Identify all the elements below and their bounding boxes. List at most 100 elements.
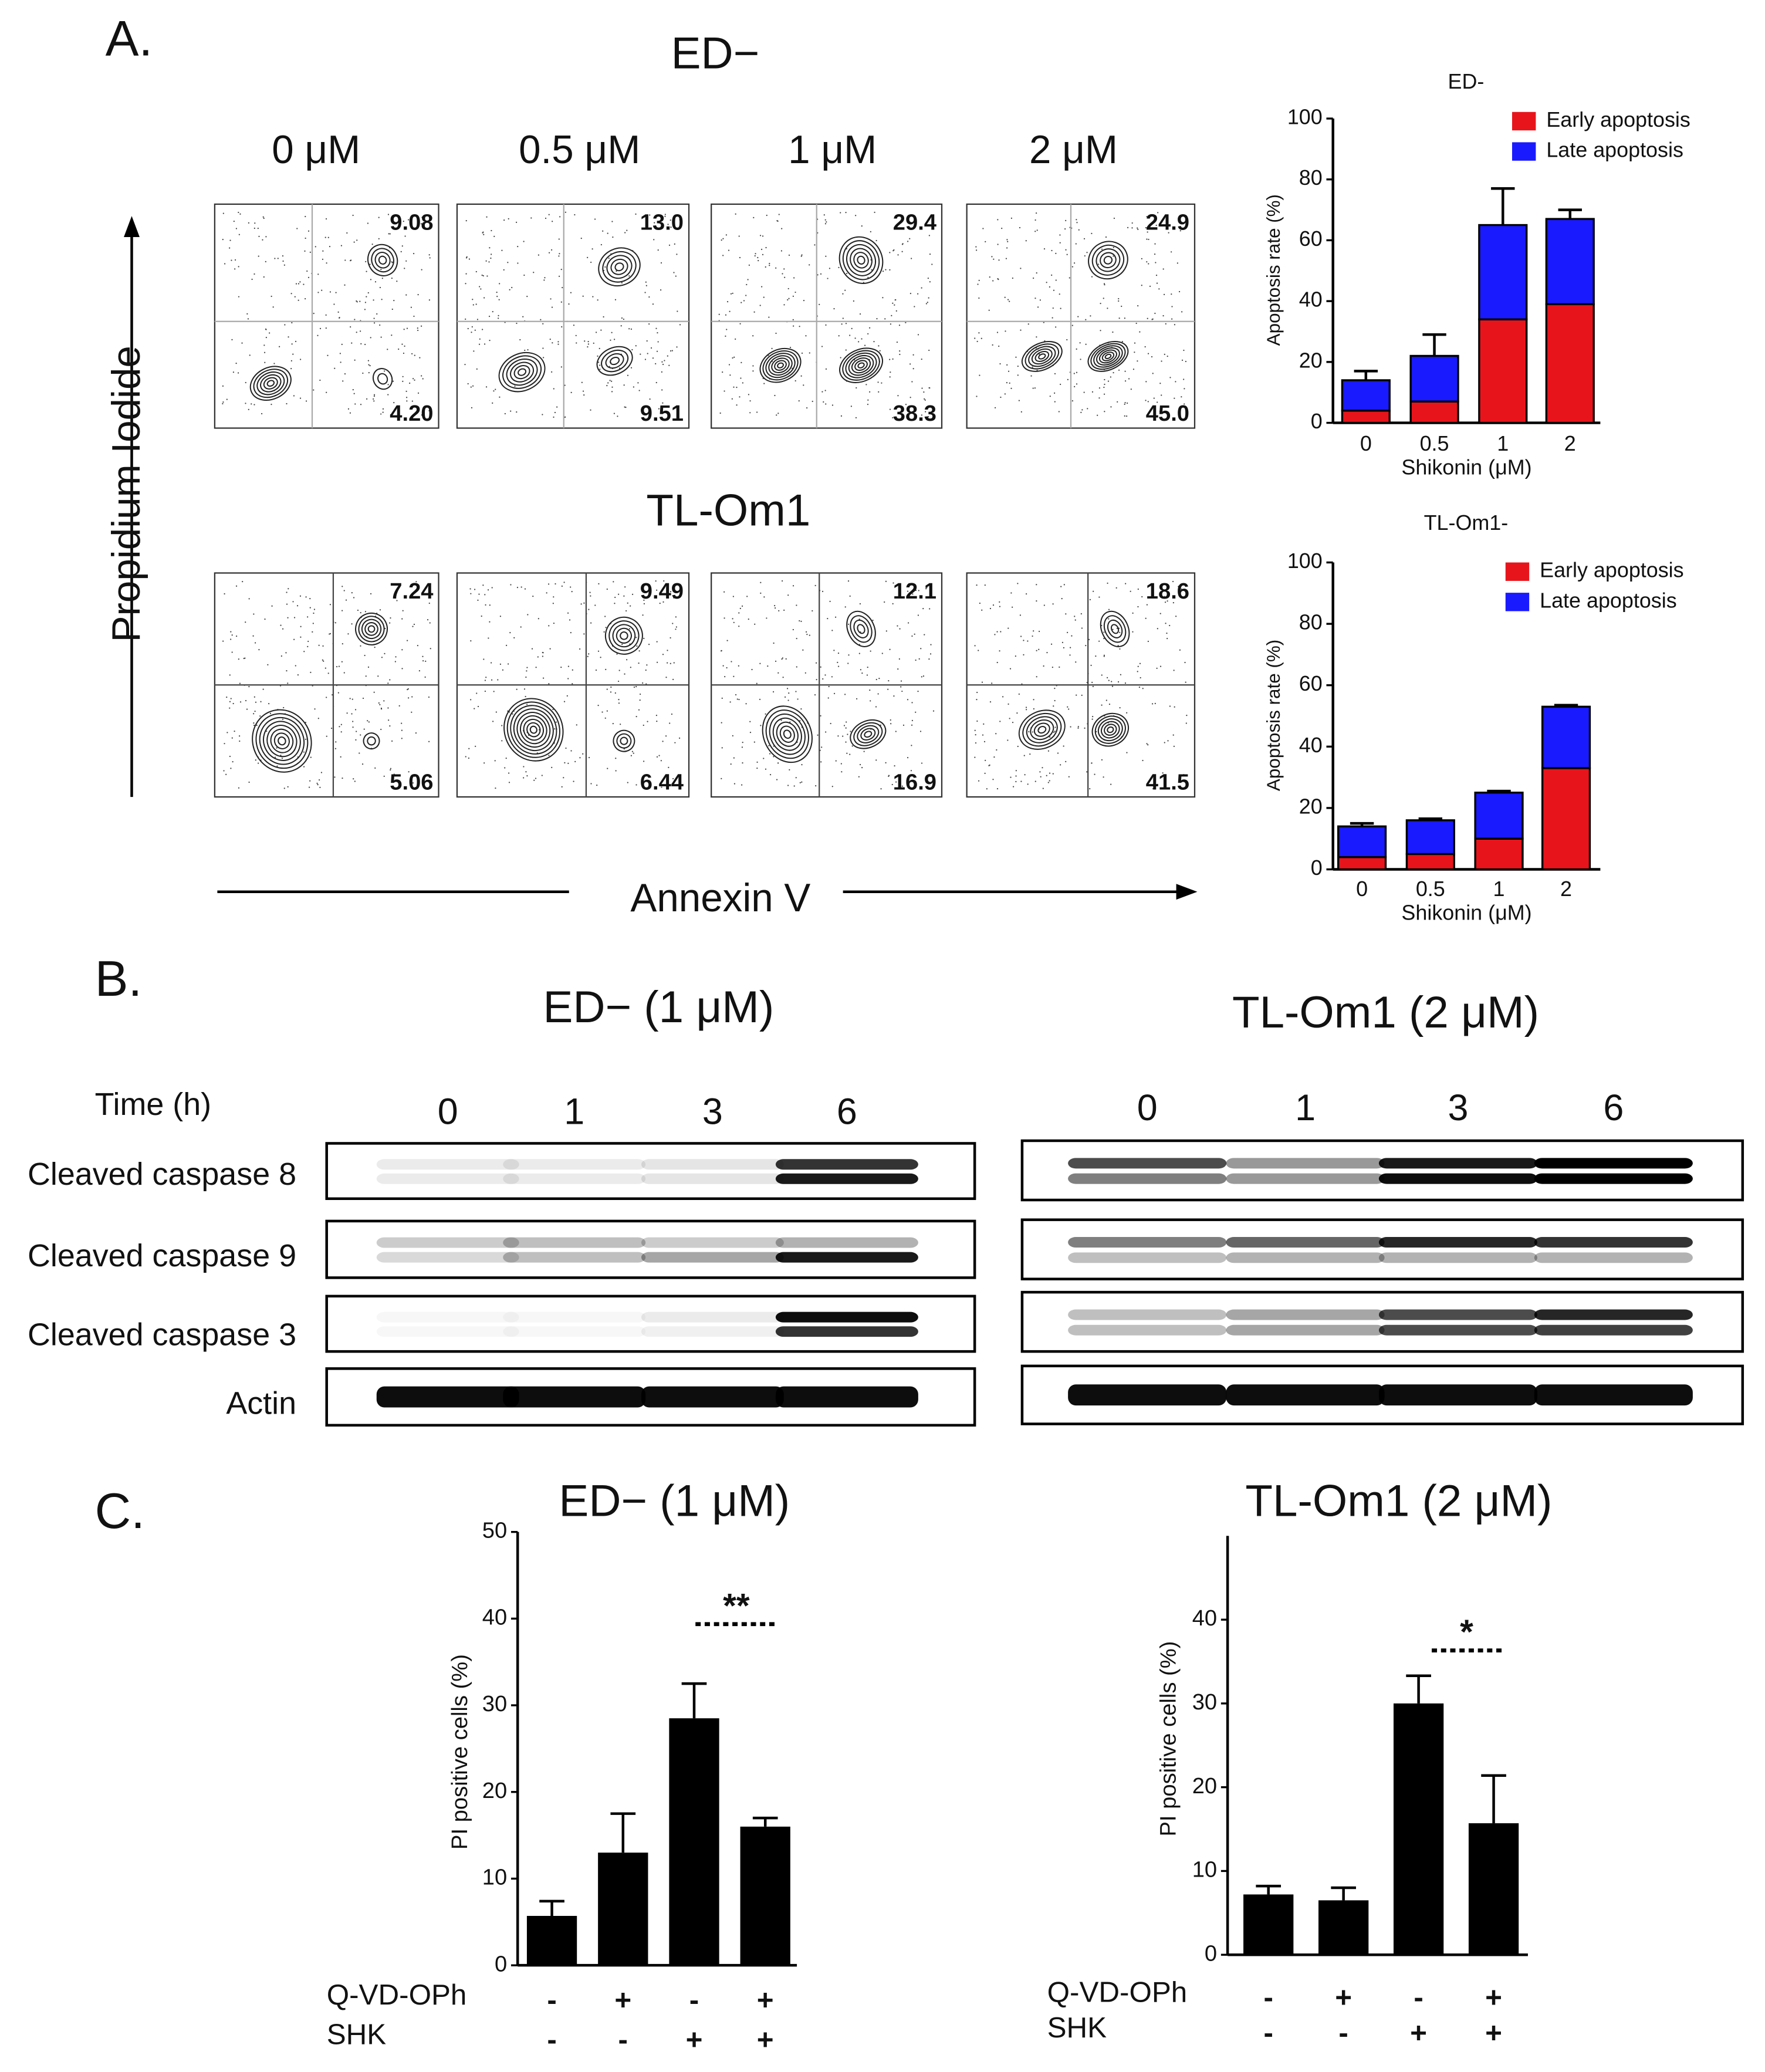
event-dot bbox=[1104, 411, 1105, 413]
event-dot bbox=[974, 729, 976, 731]
event-dot bbox=[924, 634, 925, 636]
event-dot bbox=[783, 304, 785, 306]
event-dot bbox=[803, 300, 805, 302]
event-dot bbox=[341, 661, 343, 663]
y-tick-label: 80 bbox=[1299, 610, 1323, 634]
event-dot bbox=[885, 630, 887, 632]
event-dot bbox=[525, 676, 527, 678]
contour bbox=[774, 360, 787, 371]
event-dot bbox=[504, 767, 506, 769]
event-dot bbox=[404, 235, 406, 237]
event-dot bbox=[631, 349, 633, 351]
event-dot bbox=[291, 322, 293, 324]
event-dot bbox=[307, 276, 310, 279]
event-dot bbox=[792, 585, 794, 587]
event-dot bbox=[607, 382, 609, 384]
event-dot bbox=[245, 699, 247, 702]
event-dot bbox=[763, 596, 765, 598]
event-dot bbox=[636, 645, 638, 647]
blot-band bbox=[377, 1312, 519, 1323]
event-dot bbox=[635, 213, 637, 215]
event-dot bbox=[253, 725, 255, 726]
y-tick-label: 20 bbox=[1192, 1773, 1217, 1799]
event-dot bbox=[976, 698, 978, 701]
event-dot bbox=[1118, 300, 1120, 302]
event-dot bbox=[755, 253, 756, 255]
event-dot bbox=[421, 375, 422, 377]
event-dot bbox=[1162, 772, 1164, 774]
event-dot bbox=[468, 748, 470, 749]
event-dot bbox=[362, 372, 364, 374]
event-dot bbox=[523, 688, 526, 690]
event-dot bbox=[230, 768, 232, 769]
event-dot bbox=[337, 311, 339, 313]
contour bbox=[598, 247, 641, 287]
event-dot bbox=[899, 353, 901, 356]
event-dot bbox=[552, 342, 553, 344]
event-dot bbox=[667, 650, 668, 651]
event-dot bbox=[378, 238, 380, 239]
event-dot bbox=[614, 603, 616, 604]
event-dot bbox=[1130, 388, 1132, 390]
event-dot bbox=[560, 301, 562, 303]
event-dot bbox=[912, 593, 914, 595]
event-dot bbox=[654, 222, 655, 224]
event-dot bbox=[248, 222, 249, 224]
event-dot bbox=[1066, 339, 1068, 341]
event-dot bbox=[271, 605, 273, 607]
event-dot bbox=[665, 735, 667, 737]
event-dot bbox=[1012, 606, 1013, 608]
event-dot bbox=[588, 756, 590, 759]
event-dot bbox=[417, 293, 419, 296]
bar-segment bbox=[1405, 853, 1455, 871]
event-dot bbox=[1018, 400, 1020, 401]
event-dot bbox=[356, 731, 357, 732]
event-dot bbox=[290, 368, 292, 370]
event-dot bbox=[624, 586, 626, 588]
event-dot bbox=[759, 305, 761, 306]
contour bbox=[367, 244, 398, 276]
event-dot bbox=[491, 229, 492, 232]
event-dot bbox=[661, 361, 663, 363]
event-dot bbox=[721, 722, 722, 724]
event-dot bbox=[1089, 787, 1091, 790]
event-dot bbox=[792, 295, 794, 297]
event-dot bbox=[238, 234, 240, 235]
event-dot bbox=[1055, 279, 1057, 281]
event-dot bbox=[553, 623, 555, 624]
event-dot bbox=[405, 294, 407, 296]
event-dot bbox=[510, 410, 512, 412]
event-dot bbox=[424, 676, 426, 678]
event-dot bbox=[483, 762, 485, 764]
event-dot bbox=[587, 343, 590, 345]
event-dot bbox=[842, 317, 844, 319]
event-dot bbox=[1015, 780, 1017, 783]
event-dot bbox=[292, 353, 294, 355]
event-dot bbox=[1119, 648, 1121, 650]
blot-band bbox=[503, 1312, 645, 1323]
event-dot bbox=[675, 628, 677, 630]
event-dot bbox=[793, 277, 795, 279]
event-dot bbox=[928, 235, 931, 236]
event-dot bbox=[917, 334, 919, 336]
event-dot bbox=[485, 604, 486, 606]
event-dot bbox=[557, 341, 559, 343]
event-dot bbox=[489, 621, 491, 623]
contour bbox=[601, 349, 629, 373]
contour bbox=[1034, 350, 1050, 362]
event-dot bbox=[1075, 661, 1077, 663]
event-dot bbox=[245, 381, 246, 384]
event-dot bbox=[364, 309, 366, 310]
event-dot bbox=[548, 683, 550, 685]
treatment-sign: + bbox=[757, 1984, 774, 2016]
event-dot bbox=[391, 334, 393, 336]
event-dot bbox=[895, 731, 897, 732]
legend-label: Early apoptosis bbox=[1540, 558, 1684, 582]
event-dot bbox=[974, 645, 976, 647]
event-dot bbox=[1181, 359, 1184, 361]
event-dot bbox=[583, 633, 585, 635]
event-dot bbox=[890, 371, 891, 373]
event-dot bbox=[796, 666, 797, 668]
event-dot bbox=[427, 619, 429, 621]
